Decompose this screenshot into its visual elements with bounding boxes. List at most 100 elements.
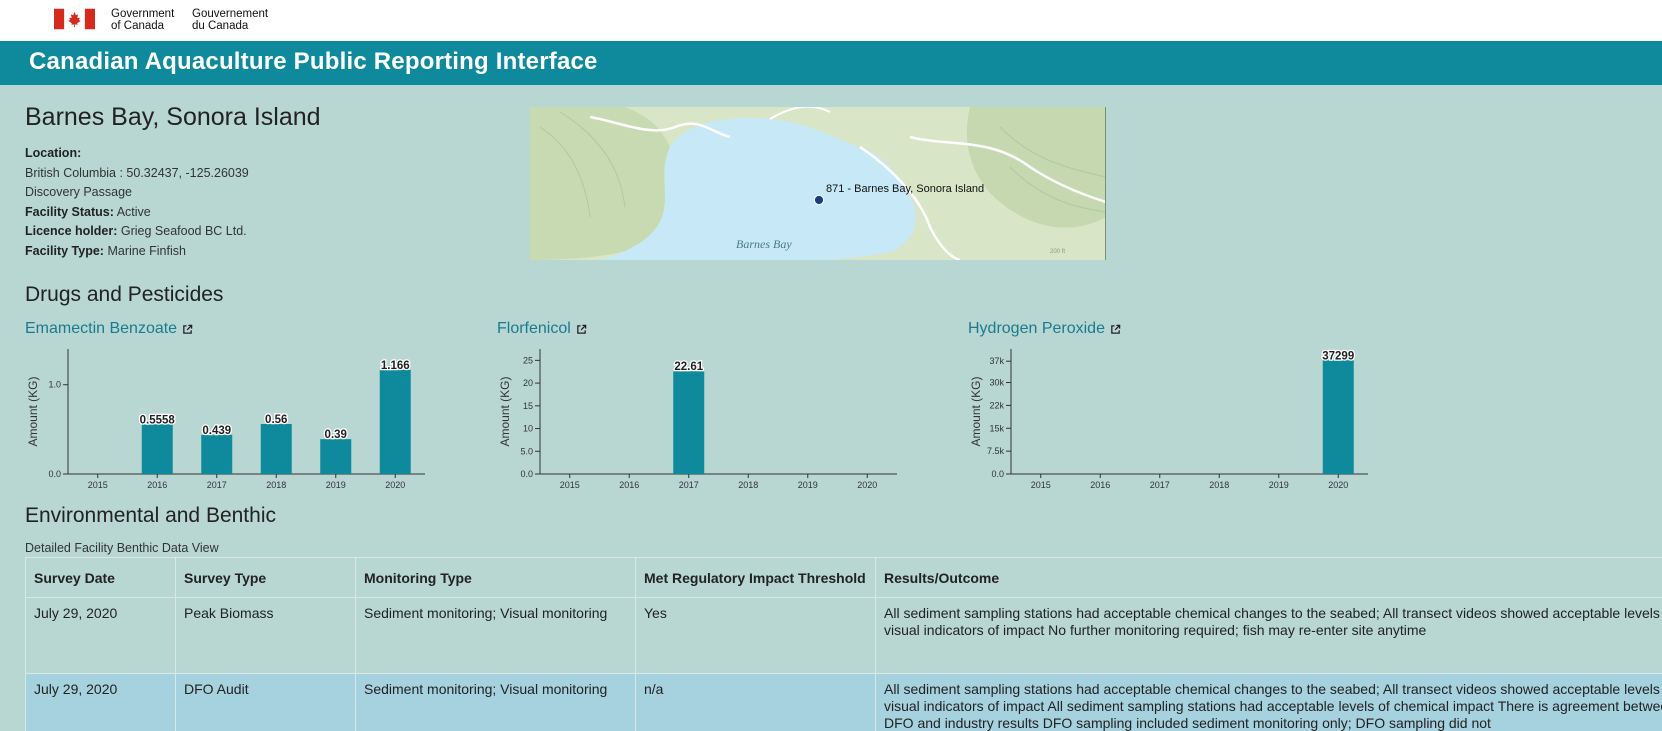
facility-type-value: Marine Finfish [107,244,186,258]
x-tick-label: 2020 [857,480,877,490]
external-link-icon [577,324,587,334]
drugs-and-pesticides-heading: Drugs and Pesticides [25,283,224,306]
location-label-text: Location: [25,146,82,160]
x-tick-label: 2020 [1328,480,1348,490]
x-tick-label: 2020 [385,480,405,490]
florfenicol-link[interactable]: Florfenicol [497,320,587,338]
x-tick-label: 2018 [738,480,758,490]
hydrogen-peroxide-chart: 0.0 7.5k 15k 22k 30k 37k Amount (KG) 2015 2016 20… [969,349,1368,490]
bar [1322,360,1354,474]
x-tick-label: 2015 [88,480,108,490]
y-tick-label: 0.0 [991,469,1004,479]
table-row[interactable]: July 29, 2020 Peak Biomass Sediment moni… [25,597,1662,674]
y-tick-label: 15k [989,423,1004,433]
licence-holder: Licence holder: Grieg Seafood BC Ltd. [25,224,247,238]
column-header-monitoring-type[interactable]: Monitoring Type [355,557,636,598]
map-water-label: Barnes Bay [736,237,792,251]
government-header: Government of Canada Gouvernement du Can… [0,0,1662,41]
x-tick-label: 2015 [560,480,580,490]
benthic-table-container[interactable]: Survey Date Survey Type Monitoring Type … [25,557,1662,731]
facility-status-label: Facility Status: [25,205,114,219]
map-road-north [589,115,731,139]
x-tick-label: 2019 [1269,480,1289,490]
cell-survey-date: July 29, 2020 [25,673,176,731]
emamectin-benzoate-link[interactable]: Emamectin Benzoate [25,320,193,338]
app-title-bar: Canadian Aquaculture Public Reporting In… [0,41,1662,85]
app-title: Canadian Aquaculture Public Reporting In… [29,48,598,75]
x-tick-label: 2018 [266,480,286,490]
gov-fr-line-2: du Canada [192,20,249,32]
bar [141,424,173,474]
map-road-top [769,107,831,120]
emamectin-benzoate-title: Emamectin Benzoate [25,320,178,337]
gouvernement-du-canada-wordmark: Gouvernement du Canada [192,8,268,32]
bar [673,371,705,474]
x-tick-label: 2016 [1090,480,1110,490]
table-row[interactable]: July 29, 2020 DFO Audit Sediment monitor… [25,673,1662,731]
benthic-table-caption: Detailed Facility Benthic Data View [25,541,219,555]
benthic-table: Survey Date Survey Type Monitoring Type … [25,557,1662,731]
map-marker-label: 871 - Barnes Bay, Sonora Island [826,183,984,195]
bar-value-label: 1.166 [381,360,410,372]
y-tick-label: 25 [523,355,533,365]
map-road-far-east [909,135,1105,203]
map-contour-label: 200 ft [1050,249,1065,255]
y-tick-label: 0.0 [520,469,533,479]
map-contour-2 [559,111,626,208]
bar-value-label: 0.39 [325,429,347,441]
gov-fr-line-1: Gouvernement [192,8,269,20]
cell-survey-date: July 29, 2020 [25,597,176,674]
map-road-east [859,145,961,260]
external-link-icon [1111,324,1121,334]
bar-value-label: 0.5558 [140,414,176,426]
y-tick-label: 37k [989,356,1004,366]
y-axis-label: Amount (KG) [498,376,512,446]
column-header-survey-date[interactable]: Survey Date [25,557,176,598]
y-axis-label: Amount (KG) [26,376,40,446]
government-of-canada-wordmark: Government of Canada [111,8,174,32]
y-tick-label: 15 [523,401,533,411]
external-link-icon [183,324,193,334]
column-header-met-threshold[interactable]: Met Regulatory Impact Threshold [635,557,876,598]
y-tick-label: 7.5k [987,446,1005,456]
bar [201,434,233,474]
florfenicol-chart: 0.0 5.0 10 15 20 25 Amount (KG) 2015 2016 2017 22.… [498,349,897,490]
column-header-results-outcome[interactable]: Results/Outcome [875,557,1662,598]
y-tick-label: 5.0 [520,446,533,456]
florfenicol-title: Florfenicol [497,320,571,337]
facility-region: Discovery Passage [25,185,132,199]
bar [379,369,411,474]
facility-marker[interactable] [814,195,824,205]
hydrogen-peroxide-title: Hydrogen Peroxide [968,320,1105,337]
cell-monitoring-type: Sediment monitoring; Visual monitoring [355,673,636,731]
x-tick-label: 2017 [1150,480,1170,490]
facility-map[interactable]: 871 - Barnes Bay, Sonora Island Barnes B… [530,107,1106,260]
emamectin-benzoate-chart: 0.0 1.0 Amount (KG) 2015 2016 0.5558 2017 0.439… [26,349,425,490]
facility-type-label: Facility Type: [25,244,104,258]
cell-survey-type: Peak Biomass [175,597,356,674]
y-tick-label: 1.0 [48,380,61,390]
hydrogen-peroxide-link[interactable]: Hydrogen Peroxide [968,320,1121,338]
bar-value-label: 0.56 [265,414,287,426]
x-tick-label: 2015 [1031,480,1051,490]
map-canvas[interactable]: 871 - Barnes Bay, Sonora Island Barnes B… [530,107,1106,260]
facility-type: Facility Type: Marine Finfish [25,244,186,258]
gov-en-line-1: Government [111,8,175,20]
y-tick-label: 20 [523,378,533,388]
x-tick-label: 2019 [798,480,818,490]
map-forest-west [530,107,679,260]
x-tick-label: 2018 [1209,480,1229,490]
table-header-row: Survey Date Survey Type Monitoring Type … [25,557,1662,598]
map-contour-1 [539,126,591,218]
x-tick-label: 2017 [207,480,227,490]
bar [320,439,352,474]
y-tick-label: 0.0 [48,469,61,479]
column-header-survey-type[interactable]: Survey Type [175,557,356,598]
map-contour-4 [1009,166,1105,213]
cell-met-threshold: n/a [635,673,876,731]
cell-results-outcome: All sediment sampling stations had accep… [875,673,1662,731]
y-tick-label: 30k [989,378,1004,388]
cell-survey-type: DFO Audit [175,673,356,731]
licence-holder-label: Licence holder: [25,224,118,238]
gov-en-line-2: of Canada [111,20,165,32]
